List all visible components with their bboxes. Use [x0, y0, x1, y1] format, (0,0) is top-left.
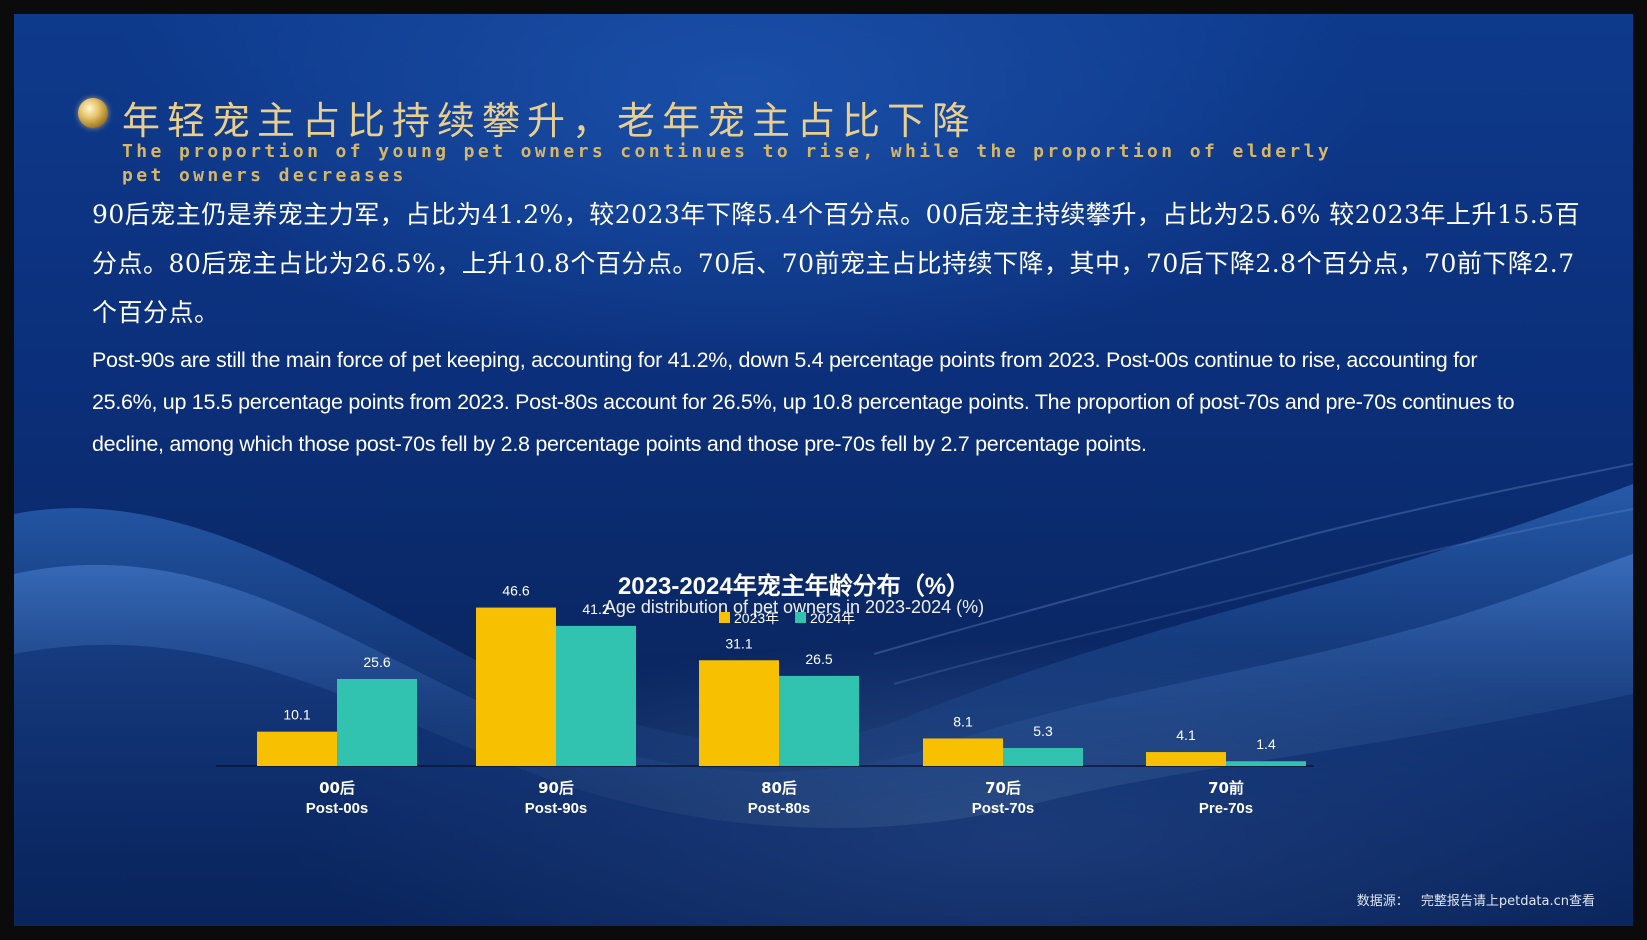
chart-subtitle: Age distribution of pet owners in 2023-2… [603, 597, 985, 617]
data-label: 4.1 [1176, 727, 1196, 743]
bar-chart: 2023年 2024年 10.1 25.6 00后 Post-00s 46.6 41.2 90后… [216, 583, 1314, 817]
category-label-english: Post-00s [306, 800, 369, 817]
data-source-note: 数据源： 完整报告请上petdata.cn查看 [1357, 890, 1595, 909]
category-label-english: Pre-70s [1199, 800, 1253, 817]
category-label-english: Post-90s [525, 800, 588, 817]
wave-background [14, 463, 1633, 926]
bar [699, 660, 779, 766]
chart-title: 2023-2024年宠主年龄分布（%） [617, 573, 971, 600]
slide: 年轻宠主占比持续攀升，老年宠主占比下降 The proportion of yo… [14, 14, 1633, 926]
bar [779, 675, 859, 766]
category-label: 70前 [1208, 779, 1244, 797]
gold-bullet-icon [78, 98, 108, 128]
data-label: 26.5 [805, 651, 832, 667]
bar [1226, 761, 1306, 766]
category-label-english: Post-70s [972, 800, 1035, 817]
category-label: 90后 [538, 779, 574, 797]
slide-title: 年轻宠主占比持续攀升，老年宠主占比下降 [122, 99, 978, 143]
summary-paragraph-english: Post-90s are still the main force of pet… [92, 348, 1515, 456]
bar [476, 607, 556, 766]
data-label: 10.1 [283, 707, 310, 723]
data-label: 46.6 [502, 583, 529, 599]
legend-swatch [795, 612, 806, 623]
category-label: 00后 [319, 779, 355, 797]
bar [257, 731, 337, 766]
data-label: 1.4 [1256, 736, 1276, 752]
category-label: 70后 [985, 779, 1021, 797]
data-label: 31.1 [725, 635, 752, 651]
legend-swatch [719, 612, 730, 623]
source-label: 数据源： [1356, 894, 1409, 909]
bar [337, 678, 417, 766]
data-label: 8.1 [953, 713, 973, 729]
data-label: 25.6 [363, 654, 390, 670]
legend-label: 2023年 [734, 610, 779, 626]
legend-label: 2024年 [810, 610, 855, 626]
bar [556, 625, 636, 766]
category-label: 80后 [761, 779, 797, 797]
data-label: 41.2 [582, 601, 609, 617]
bar [1146, 752, 1226, 766]
data-label: 5.3 [1033, 723, 1053, 739]
slide-title-english: The proportion of young pet owners conti… [122, 141, 1333, 186]
source-text: 完整报告请上petdata.cn查看 [1420, 894, 1595, 909]
summary-paragraph-chinese: 90后宠主仍是养宠主力军，占比为41.2%，较2023年下降5.4个百分点。00… [92, 200, 1581, 327]
bar [1003, 747, 1083, 766]
category-label-english: Post-80s [748, 800, 811, 817]
bar [923, 738, 1003, 766]
